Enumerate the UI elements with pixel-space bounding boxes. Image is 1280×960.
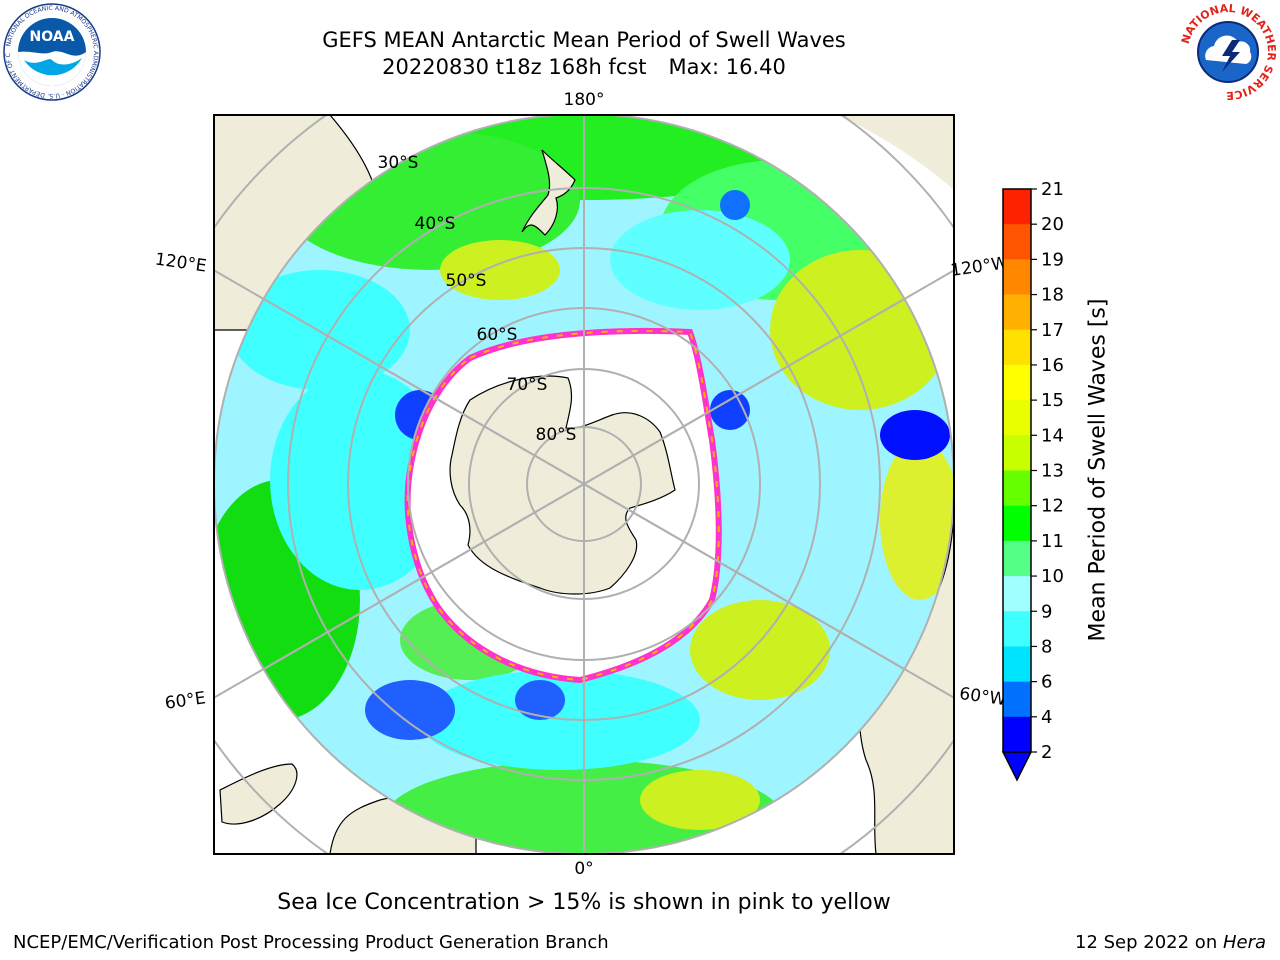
colorbar-tick-label: 16	[1041, 355, 1064, 376]
colorbar-segment	[1003, 189, 1031, 225]
colorbar-segment	[1003, 400, 1031, 436]
colorbar-extend-triangle	[1001, 751, 1033, 782]
footer-date: 12 Sep 2022 on Hera	[1075, 932, 1266, 953]
sea-ice-note: Sea Ice Concentration > 15% is shown in …	[277, 890, 891, 915]
colorbar-tick-label: 15	[1041, 390, 1064, 411]
nws-logo-icon: NATIONAL WEATHER SERVICE	[1179, 2, 1278, 102]
colorbar-tick-label: 18	[1041, 285, 1064, 306]
colorbar-tick-label: 9	[1041, 601, 1052, 622]
lat-label-70: 70°S	[507, 375, 548, 395]
colorbar-segment	[1003, 540, 1031, 577]
colorbar: 21 20 19 18 17 16 15 14 13 12 11 10 9 8 6 4 2	[1001, 180, 1064, 782]
svg-text:NOAA: NOAA	[30, 29, 75, 45]
forecast-time: 20220830 t18z 168h fcst	[382, 55, 647, 79]
colorbar-segment	[1003, 435, 1031, 471]
colorbar-segment	[1003, 224, 1031, 260]
colorbar-tick-label: 11	[1041, 531, 1064, 552]
footer-date-text: 12 Sep 2022 on	[1075, 932, 1223, 953]
chart-subtitle: 20220830 t18z 168h fcst Max: 16.40	[210, 54, 958, 80]
colorbar-tick-label: 13	[1041, 461, 1064, 482]
land-antarctica	[449, 375, 676, 595]
lat-label-40: 40°S	[415, 214, 456, 234]
map-frame	[213, 114, 955, 855]
colorbar-tick-label: 21	[1041, 180, 1064, 200]
colorbar-tick-label: 14	[1041, 425, 1064, 446]
colorbar-segment	[1003, 364, 1031, 401]
land-new-zealand	[521, 149, 576, 236]
colorbar-segment	[1003, 681, 1031, 718]
colorbar-segment	[1003, 505, 1031, 542]
colorbar-tick-label: 19	[1041, 249, 1064, 270]
lat-label-50: 50°S	[446, 271, 487, 291]
colorbar-tick-label: 17	[1041, 320, 1064, 341]
colorbar-tick-label: 8	[1041, 636, 1052, 657]
chart-title: GEFS MEAN Antarctic Mean Period of Swell…	[322, 28, 846, 52]
colorbar-tick-label: 6	[1041, 672, 1052, 693]
longitude-grid	[214, 115, 954, 854]
colorbar-segment	[1003, 576, 1031, 612]
noaa-logo-icon: NATIONAL OCEANIC AND ATMOSPHERIC ADMINIS…	[2, 2, 101, 101]
colorbar-segment	[1003, 294, 1031, 331]
colorbar-tick-label: 10	[1041, 566, 1064, 587]
lon-label-top: 180°	[564, 90, 605, 110]
land-upper-right	[838, 115, 954, 190]
lat-label-80: 80°S	[536, 425, 577, 445]
lon-label-upper-left: 120°E	[154, 250, 208, 277]
footer-branch: NCEP/EMC/Verification Post Processing Pr…	[13, 932, 609, 953]
lon-label-bottom: 0°	[574, 859, 593, 879]
colorbar-tick-label: 20	[1041, 214, 1064, 235]
footer-machine: Hera	[1222, 932, 1266, 953]
lat-label-60: 60°S	[477, 325, 518, 345]
colorbar-segment	[1003, 646, 1031, 683]
colorbar-segment	[1003, 329, 1031, 366]
colorbar-tick-label: 2	[1041, 742, 1052, 763]
colorbar-tick-label: 4	[1041, 707, 1052, 728]
lon-label-lower-left: 60°E	[164, 688, 207, 713]
colorbar-segment	[1003, 716, 1031, 753]
colorbar-tick-label: 12	[1041, 496, 1064, 517]
colorbar-segment	[1003, 470, 1031, 507]
max-value: Max: 16.40	[668, 55, 786, 79]
colorbar-segment	[1003, 259, 1031, 296]
lat-label-30: 30°S	[378, 153, 419, 173]
colorbar-label: Mean Period of Swell Waves [s]	[1085, 298, 1111, 642]
colorbar-segment	[1003, 611, 1031, 647]
